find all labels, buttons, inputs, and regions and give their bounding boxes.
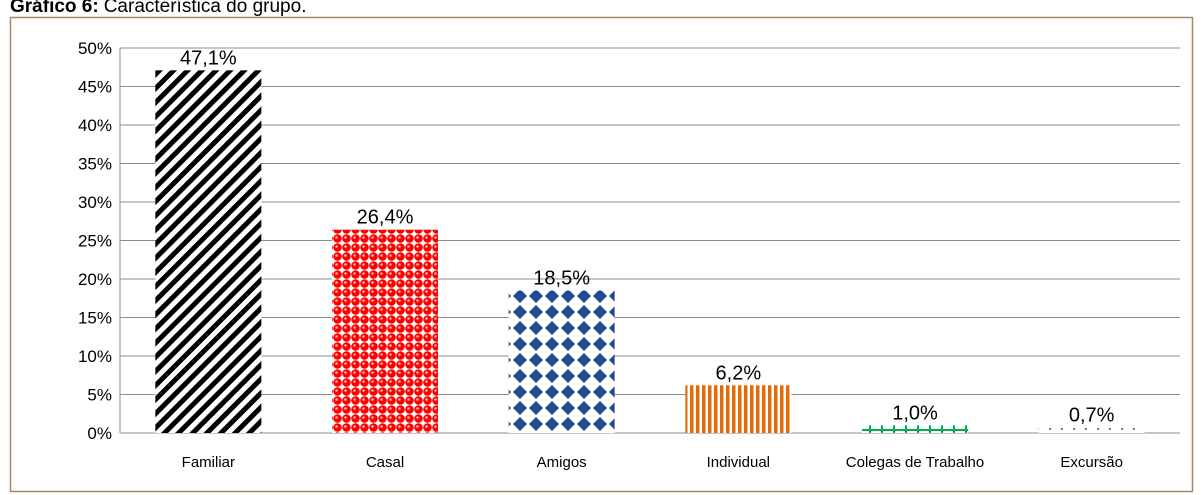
value-label: 26,4% bbox=[357, 207, 414, 229]
y-tick-label: 5% bbox=[87, 386, 112, 405]
y-tick-label: 50% bbox=[78, 39, 112, 58]
bar bbox=[862, 425, 968, 433]
chart-title-label: Gráfico 6: bbox=[10, 0, 99, 17]
y-tick-label: 15% bbox=[78, 309, 112, 328]
x-tick-label: Colegas de Trabalho bbox=[846, 454, 984, 471]
y-tick-label: 0% bbox=[87, 424, 112, 443]
x-tick-label: Excursão bbox=[1060, 454, 1123, 471]
bar bbox=[685, 385, 792, 433]
value-label: 18,5% bbox=[533, 268, 590, 290]
bar bbox=[155, 70, 262, 433]
value-label: 47,1% bbox=[180, 47, 237, 69]
y-tick-label: 35% bbox=[78, 155, 112, 174]
y-tick-label: 20% bbox=[78, 270, 112, 289]
value-label: 1,0% bbox=[892, 402, 938, 424]
x-tick-label: Casal bbox=[366, 454, 404, 471]
y-tick-label: 30% bbox=[78, 193, 112, 212]
y-tick-label: 25% bbox=[78, 232, 112, 251]
value-label: 6,2% bbox=[716, 362, 762, 384]
y-tick-label: 10% bbox=[78, 347, 112, 366]
bar bbox=[332, 229, 438, 433]
y-tick-label: 40% bbox=[78, 116, 112, 135]
x-tick-label: Familiar bbox=[182, 454, 235, 471]
chart-title: Característica do grupo. bbox=[104, 0, 307, 17]
x-tick-label: Amigos bbox=[537, 454, 587, 471]
y-tick-label: 45% bbox=[78, 78, 112, 97]
value-label: 0,7% bbox=[1069, 405, 1115, 427]
x-tick-label: Individual bbox=[707, 454, 770, 471]
bar bbox=[508, 290, 615, 433]
bar bbox=[1038, 427, 1145, 433]
